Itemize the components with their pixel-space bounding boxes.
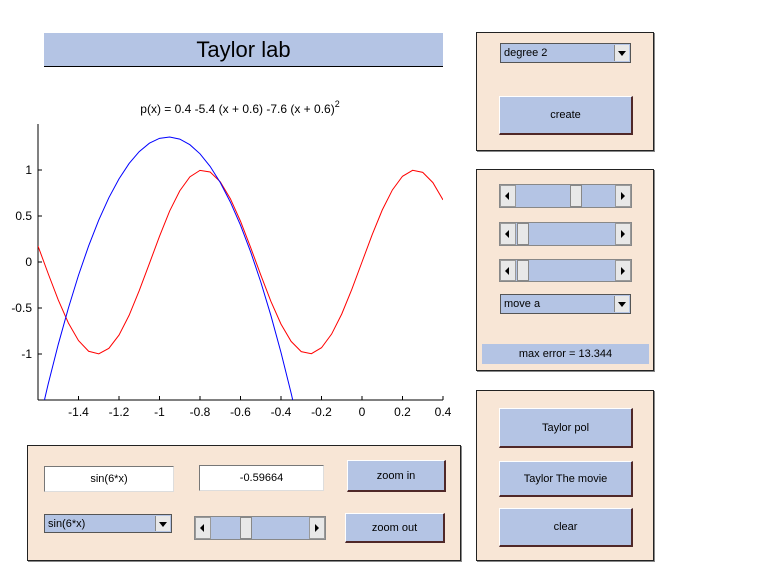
zoom-out-button[interactable]: zoom out [345, 513, 445, 543]
function-popup[interactable]: sin(6*x) [44, 514, 172, 533]
app-title: Taylor lab [44, 33, 443, 67]
slider-thumb[interactable] [240, 517, 252, 539]
zoom-in-button[interactable]: zoom in [347, 460, 446, 492]
x-tick-label: -0.2 [311, 405, 332, 419]
curve [38, 169, 443, 355]
x-tick-label: -1.2 [109, 405, 130, 419]
slider-right[interactable] [615, 185, 631, 207]
slider-2[interactable] [499, 222, 632, 246]
function-popup-text: sin(6*x) [48, 517, 86, 530]
clear-button[interactable]: clear [499, 508, 633, 547]
plot-title-text: p(x) = 0.4 -5.4 (x + 0.6) -7.6 (x + 0.6) [140, 102, 334, 116]
slider-1[interactable] [499, 184, 632, 208]
y-tick-label: -0.5 [11, 301, 32, 315]
degree-popup[interactable]: degree 2 [500, 43, 631, 63]
movie-button[interactable]: Taylor The movie [499, 461, 633, 497]
x-tick-label: -0.6 [230, 405, 251, 419]
slider-thumb[interactable] [517, 260, 529, 281]
slider-right[interactable] [615, 223, 631, 245]
slider-left[interactable] [500, 223, 516, 245]
move-popup-text: move a [504, 298, 541, 310]
x-tick-label: 0 [359, 405, 366, 419]
plot-title-exponent: 2 [335, 99, 340, 109]
popup-arrow [614, 45, 629, 61]
y-tick-label: -1 [21, 347, 32, 361]
popup-arrow [155, 516, 170, 531]
x-tick-label: -1 [154, 405, 165, 419]
slider-thumb[interactable] [517, 223, 529, 245]
slider-right[interactable] [615, 260, 631, 281]
slider-3[interactable] [499, 259, 632, 282]
slider-left[interactable] [195, 517, 211, 539]
move-popup[interactable]: move a [500, 294, 631, 314]
plot-lines [38, 136, 443, 400]
slider-thumb[interactable] [570, 185, 582, 207]
x-tick-label: -1.4 [68, 405, 89, 419]
slider-left[interactable] [500, 260, 516, 281]
plot: p(x) = 0.4 -5.4 (x + 0.6) -7.6 (x + 0.6)… [11, 99, 452, 419]
create-button[interactable]: create [499, 96, 633, 135]
plot-title: p(x) = 0.4 -5.4 (x + 0.6) -7.6 (x + 0.6)… [140, 99, 339, 116]
slider-right[interactable] [309, 517, 325, 539]
function-edit[interactable]: sin(6*x) [44, 466, 174, 492]
y-tick-label: 0.5 [15, 209, 32, 223]
taylor-pol-button[interactable]: Taylor pol [499, 408, 633, 448]
zoom-slider[interactable] [194, 516, 326, 540]
curve [43, 136, 294, 400]
y-tick-label: 0 [25, 255, 32, 269]
x-tick-label: -0.4 [271, 405, 292, 419]
x-tick-label: -0.8 [190, 405, 211, 419]
y-tick-label: 1 [25, 163, 32, 177]
x-tick-label: 0.4 [435, 405, 452, 419]
x-tick-label: 0.2 [394, 405, 411, 419]
popup-arrow [614, 296, 629, 312]
point-edit[interactable]: -0.59664 [199, 465, 324, 491]
degree-popup-text: degree 2 [504, 47, 548, 59]
max-error: max error = 13.344 [482, 344, 649, 364]
slider-left[interactable] [500, 185, 516, 207]
